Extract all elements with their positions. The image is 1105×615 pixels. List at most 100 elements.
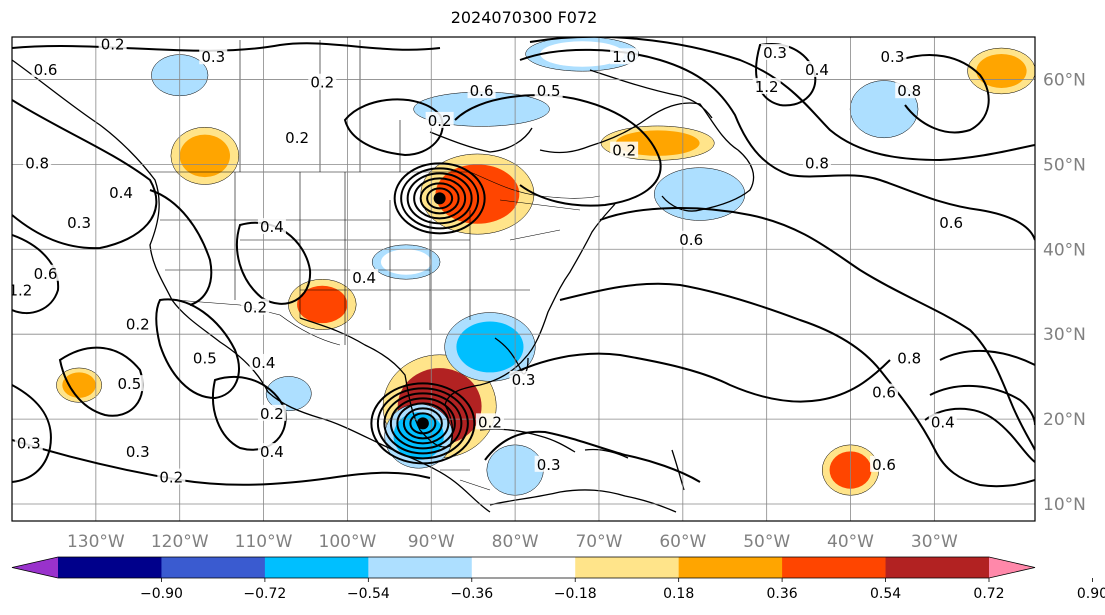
map-title: 2024070300 F072 (450, 8, 598, 27)
colorbar: −0.90 −0.72 −0.54 −0.36 −0.18 0.18 0.36 0.54 0.7… (11, 556, 1105, 602)
shaded-anomaly (179, 134, 231, 178)
contour-line (899, 54, 990, 134)
contour-label-bg (870, 383, 899, 400)
contour-label-bg (928, 413, 957, 430)
contour-label-bg (802, 60, 831, 77)
contour-line (211, 375, 287, 451)
contour-label: 0.2 (478, 413, 502, 431)
contour-label-bg (31, 60, 60, 77)
contour-label-bg (241, 298, 270, 315)
shaded-anomaly (297, 285, 348, 324)
contour-line (12, 384, 52, 483)
contour-label: 1.2 (755, 78, 779, 96)
colorbar-segment (575, 557, 680, 578)
contour-label-bg (467, 82, 496, 99)
contour-label: 0.2 (243, 299, 267, 317)
contour-line (559, 282, 1035, 488)
contour-label: 0.3 (17, 435, 41, 453)
contour-label: 0.3 (537, 456, 561, 474)
colorbar-tick-label: 0.18 (663, 586, 694, 602)
contour-label: 0.2 (159, 469, 183, 487)
colorbar-tick-label: −0.18 (554, 586, 597, 602)
shaded-anomaly (271, 380, 306, 407)
colorbar-segment (678, 557, 783, 578)
contour-line (12, 234, 60, 315)
cyclone-ring (376, 387, 469, 460)
contour-label-bg (190, 349, 219, 366)
contour-label: 0.2 (260, 405, 284, 423)
contour-line (58, 346, 144, 417)
contour-label: 0.2 (612, 142, 636, 160)
contour-label: 0.8 (897, 82, 921, 100)
contour-label: 0.4 (805, 61, 829, 79)
contour-label-bg (23, 154, 52, 171)
colorbar-tick-label: −0.90 (140, 586, 183, 602)
latitude-tick-label: 50°N (1043, 155, 1086, 175)
cyclone-ring (426, 187, 454, 210)
longitude-tick-label: 60°W (659, 532, 706, 552)
contour-label-bg (199, 48, 228, 65)
contour-line (939, 350, 1035, 366)
contour-label: 0.3 (67, 214, 91, 232)
contour-label: 0.4 (109, 184, 133, 202)
contour-line (12, 99, 158, 250)
contour-label: 0.6 (470, 82, 494, 100)
contour-line (529, 37, 1035, 162)
contour-label-bg (475, 413, 504, 430)
contour-label-bg (425, 111, 454, 128)
colorbar-segment (782, 557, 887, 578)
latitude-tick-label: 60°N (1043, 70, 1086, 90)
contour-label-bg (752, 77, 781, 94)
contour-label: 0.4 (352, 269, 376, 287)
cyclone-ring (389, 397, 456, 450)
latitude-tick-labels: 10°N 20°N 30°N 40°N 50°N 60°N (1043, 70, 1086, 515)
contour-line (924, 407, 1035, 463)
contour-line (484, 430, 701, 483)
shaded-anomaly (858, 87, 910, 131)
contour-label-bg (65, 213, 94, 230)
contour-label-bg (14, 434, 43, 451)
cyclone-ring (413, 177, 467, 220)
contour-label-bg (937, 213, 966, 230)
latitude-tick-label: 40°N (1043, 240, 1086, 260)
contour-label: 1.0 (612, 48, 636, 66)
contour-line (12, 42, 441, 52)
cyclone-ring (402, 407, 443, 440)
cyclone-ring (396, 402, 450, 445)
contour-label-bg (115, 375, 144, 392)
contour-label: 0.4 (931, 413, 955, 431)
contour-label-bg (895, 82, 924, 99)
contour-line (929, 384, 1035, 426)
contour-line (454, 94, 662, 207)
contour-label-bg (802, 154, 831, 171)
contour-label: 0.4 (260, 218, 284, 236)
contour-label: 0.8 (25, 154, 49, 172)
contour-label: 0.3 (763, 44, 787, 62)
contour-line (343, 98, 444, 157)
colorbar-segment (471, 557, 576, 578)
colorbar-tick-label: 0.54 (870, 586, 901, 602)
contour-label: 0.3 (512, 371, 536, 389)
longitude-tick-label: 70°W (575, 532, 622, 552)
contour-line (149, 189, 213, 306)
coastline-hispaniola (584, 448, 629, 459)
contour-label-bg (534, 82, 563, 99)
cyclone-center (433, 192, 446, 205)
contour-label-bg (761, 43, 790, 60)
contour-label-bg (257, 218, 286, 235)
cyclone-ring (400, 167, 480, 230)
contour-line (519, 48, 1035, 241)
colorbar-tick-label: −0.72 (243, 586, 286, 602)
shaded-anomaly (456, 321, 524, 373)
contour-label-bg (123, 443, 152, 460)
cyclone-ring (393, 162, 486, 235)
contour-label-bg (157, 468, 186, 485)
colorbar-segment (161, 557, 266, 578)
colorbar-tick-label: 0.90 (1077, 586, 1105, 602)
longitude-tick-label: 90°W (408, 532, 455, 552)
contour-label: 0.3 (881, 48, 905, 66)
longitude-tick-label: 120°W (151, 532, 209, 552)
contour-label: 0.8 (897, 350, 921, 368)
latitude-tick-label: 30°N (1043, 325, 1086, 345)
